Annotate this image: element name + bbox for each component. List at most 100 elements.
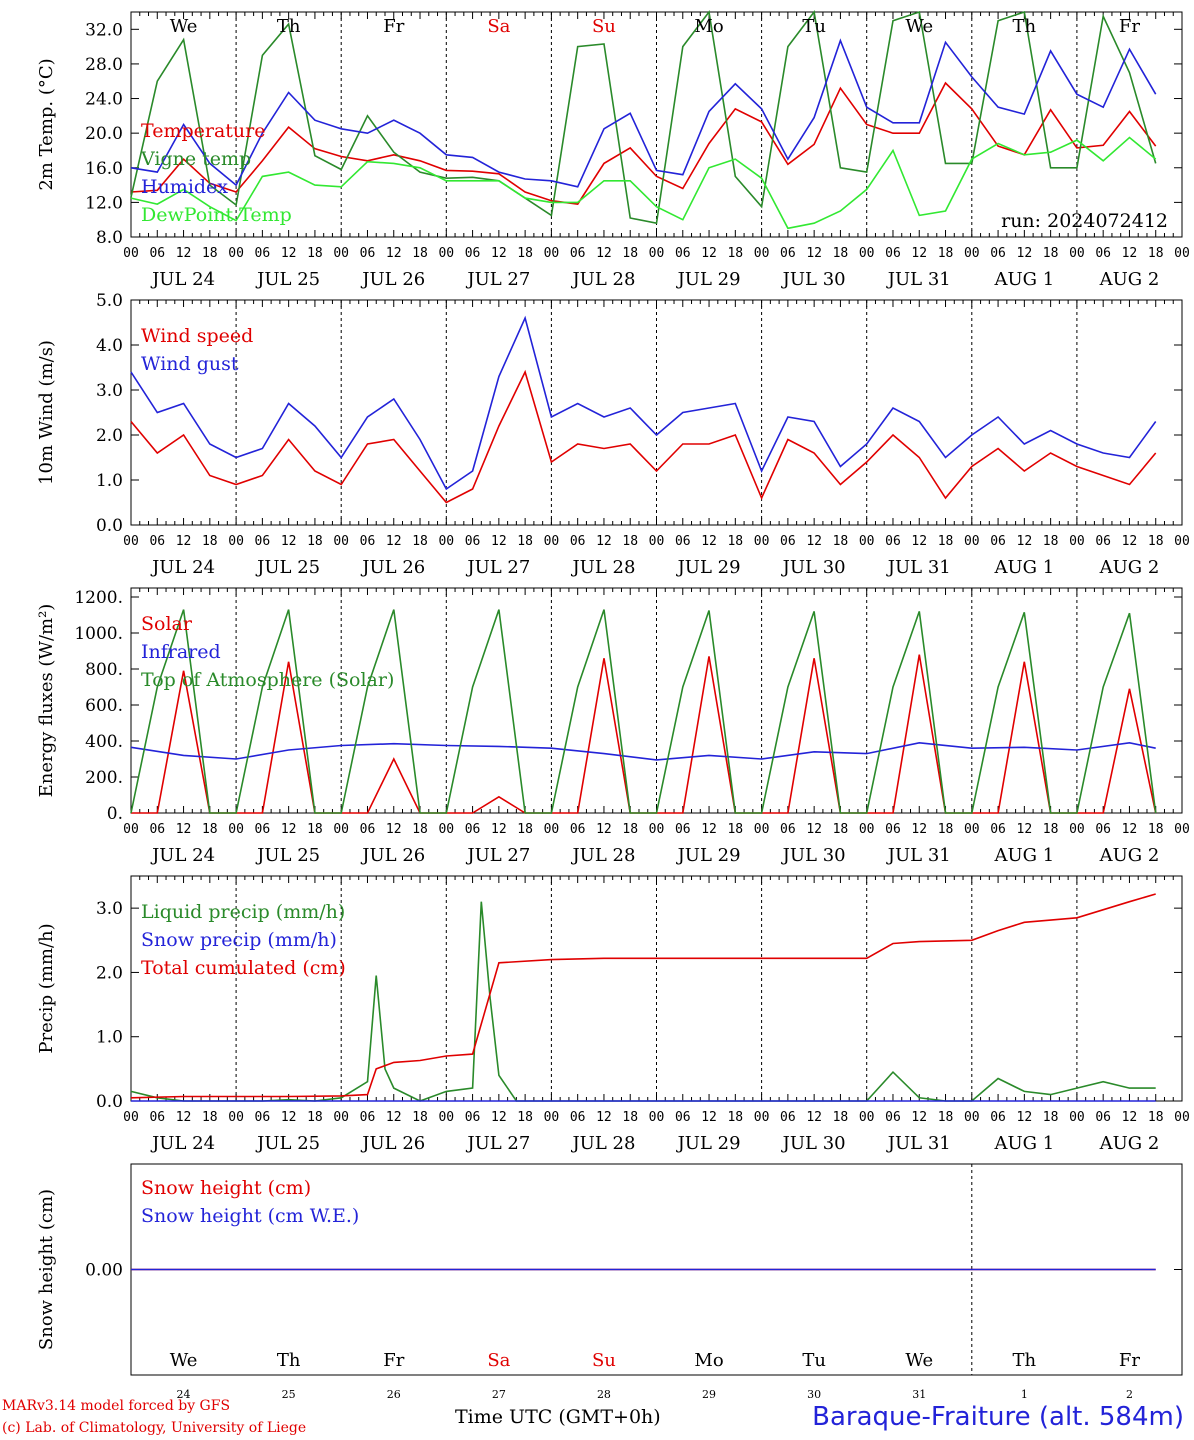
date-label: JUL 27 [465, 845, 530, 866]
hour-label: 18 [202, 1110, 218, 1125]
weekday-label: Sa [487, 16, 510, 37]
legend-entry: Snow height (cm W.E.) [141, 1205, 359, 1227]
hour-label: 18 [622, 246, 638, 261]
hour-label: 12 [911, 534, 927, 549]
date-label: AUG 1 [993, 1133, 1054, 1154]
y-tick-label: 400. [85, 732, 123, 752]
hour-label: 12 [1017, 822, 1033, 837]
hour-label: 06 [360, 534, 376, 549]
day-number-label: 25 [282, 1388, 296, 1401]
hour-label: 00 [1174, 1110, 1190, 1125]
date-label: JUL 27 [465, 269, 530, 290]
hour-label: 00 [1069, 246, 1085, 261]
legend-entry: Snow height (cm) [141, 1177, 311, 1199]
weekday-label: We [905, 16, 933, 37]
hour-label: 06 [360, 1110, 376, 1125]
hour-label: 18 [202, 822, 218, 837]
hour-label: 18 [412, 534, 428, 549]
run-label: run: 2024072412 [1001, 210, 1168, 232]
day-number-label: 2 [1126, 1388, 1133, 1401]
hour-label: 12 [806, 1110, 822, 1125]
hour-label: 06 [570, 1110, 586, 1125]
hour-label: 12 [176, 1110, 192, 1125]
series-line-infrared [130, 741, 1156, 761]
hour-label: 18 [307, 534, 323, 549]
hour-label: 18 [1148, 534, 1164, 549]
hour-label: 12 [911, 822, 927, 837]
hour-label: 12 [491, 822, 507, 837]
lab-credit: (c) Lab. of Climatology, University of L… [2, 1420, 307, 1436]
hour-label: 00 [1174, 534, 1190, 549]
hour-label: 00 [438, 534, 454, 549]
hour-label: 12 [491, 1110, 507, 1125]
hour-label: 18 [517, 1110, 533, 1125]
hour-label: 12 [596, 1110, 612, 1125]
hour-label: 18 [307, 1110, 323, 1125]
hour-label: 00 [123, 1110, 139, 1125]
hour-label: 12 [1017, 534, 1033, 549]
hour-label: 12 [1122, 1110, 1138, 1125]
hour-label: 00 [649, 246, 665, 261]
weekday-label: Th [277, 16, 301, 37]
legend-entry: Snow precip (mm/h) [141, 929, 337, 951]
hour-label: 12 [281, 822, 297, 837]
hour-label: 18 [1043, 822, 1059, 837]
day-number-label: 24 [177, 1388, 191, 1401]
hour-label: 12 [386, 246, 402, 261]
legend-entry: Vigne temp [140, 148, 251, 170]
date-label: AUG 1 [993, 269, 1054, 290]
hour-label: 12 [911, 1110, 927, 1125]
hour-label: 12 [1122, 246, 1138, 261]
hour-label: 06 [465, 1110, 481, 1125]
weekday-label: Th [1013, 16, 1037, 37]
y-axis-label: Snow height (cm) [36, 1189, 57, 1350]
y-tick-label: 600. [85, 696, 123, 716]
date-label: AUG 2 [1099, 269, 1160, 290]
date-label: JUL 25 [255, 557, 320, 578]
hour-label: 12 [701, 246, 717, 261]
hour-label: 18 [202, 534, 218, 549]
weekday-label: Fr [383, 16, 404, 37]
series-line-dewpoint-temp [130, 136, 1157, 230]
date-label: JUL 25 [255, 1133, 320, 1154]
hour-label: 00 [333, 1110, 349, 1125]
date-label: JUL 31 [886, 269, 951, 290]
date-label: AUG 1 [993, 845, 1054, 866]
hour-label: 12 [1017, 246, 1033, 261]
weekday-label-bottom: We [905, 1350, 933, 1371]
y-tick-label: 1000. [74, 624, 123, 644]
legend-entry: Humidex [141, 176, 228, 198]
hour-label: 00 [964, 246, 980, 261]
legend-entry: Solar [141, 613, 193, 635]
hour-label: 00 [544, 822, 560, 837]
hour-label: 18 [412, 822, 428, 837]
hour-label: 18 [307, 246, 323, 261]
hour-label: 18 [727, 822, 743, 837]
hour-label: 00 [1069, 534, 1085, 549]
date-label: AUG 2 [1099, 845, 1160, 866]
hour-label: 18 [727, 1110, 743, 1125]
hour-label: 18 [938, 534, 954, 549]
hour-label: 06 [675, 246, 691, 261]
date-label: JUL 24 [150, 1133, 215, 1154]
hour-label: 18 [833, 822, 849, 837]
weekday-label-bottom: We [170, 1350, 198, 1371]
hour-label: 00 [1069, 1110, 1085, 1125]
hour-label: 12 [806, 534, 822, 549]
hour-label: 00 [859, 1110, 875, 1125]
legend-entry: Total cumulated (cm) [141, 957, 346, 979]
day-number-label: 28 [597, 1388, 611, 1401]
hour-label: 18 [622, 534, 638, 549]
hour-label: 06 [780, 1110, 796, 1125]
legend-entry: Wind gust [141, 353, 239, 375]
hour-label: 06 [990, 534, 1006, 549]
hour-label: 18 [517, 534, 533, 549]
date-label: AUG 2 [1099, 1133, 1160, 1154]
hour-label: 00 [333, 822, 349, 837]
legend-entry: Liquid precip (mm/h) [141, 901, 345, 923]
y-axis-label: Energy fluxes (W/m²) [36, 604, 57, 798]
hour-label: 00 [649, 1110, 665, 1125]
hour-label: 00 [333, 246, 349, 261]
legend-entry: DewPoint Temp [141, 204, 292, 226]
hour-label: 00 [754, 246, 770, 261]
